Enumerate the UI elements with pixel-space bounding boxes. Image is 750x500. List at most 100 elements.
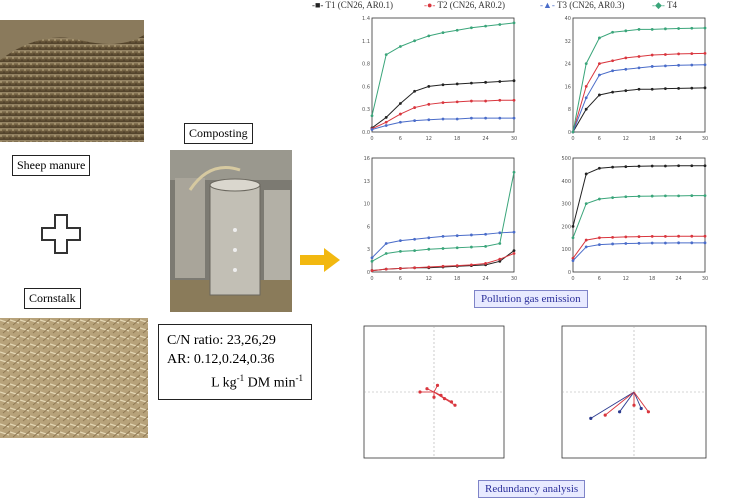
legend-item-t4: -◆- T4: [652, 0, 678, 10]
composting-label: Composting: [184, 123, 253, 144]
data-point-t3: [455, 117, 459, 121]
data-point-t2: [384, 120, 388, 124]
data-point-t2: [384, 267, 388, 271]
x-tick-label: 30: [702, 276, 708, 282]
data-point-t3: [703, 63, 707, 67]
data-point-t2: [611, 235, 614, 239]
conditions-box: C/N ratio: 23,26,29 AR: 0.12,0.24,0.36 L…: [158, 324, 312, 400]
data-point-t1: [413, 89, 416, 93]
data-point-t1: [427, 85, 431, 88]
data-point-t2: [690, 234, 694, 238]
data-point-t1: [637, 87, 641, 91]
y-tick-label: 16: [565, 84, 571, 90]
data-point-t1: [441, 83, 445, 87]
y-tick-label: 0: [568, 270, 571, 276]
data-point-t4: [690, 26, 694, 30]
data-point-t2: [637, 235, 641, 239]
data-point-t4: [690, 194, 694, 198]
data-point-t4: [370, 259, 374, 263]
data-point-t1: [598, 166, 601, 170]
data-point-t2: [650, 235, 654, 238]
y-tick-label: 40: [565, 16, 571, 22]
rda-plot-1: [363, 325, 505, 459]
data-point-t1: [571, 225, 575, 228]
data-point-t3: [677, 63, 680, 67]
y-tick-label: 32: [565, 39, 571, 45]
data-point-t1: [650, 87, 654, 91]
data-point-t2: [690, 52, 694, 56]
y-tick-label: 16: [364, 156, 370, 162]
data-point-t4: [455, 246, 459, 250]
x-tick-label: 18: [649, 136, 655, 142]
data-point-t4: [703, 26, 707, 30]
data-point-t3: [637, 66, 641, 70]
data-point-t1: [498, 80, 502, 83]
y-tick-label: 1.4: [362, 16, 370, 22]
y-tick-label: 8: [568, 107, 571, 113]
line-chart-4: 00 6 100 12 200 18 300 24 400 30 500: [561, 156, 708, 282]
rda-point: [432, 395, 436, 399]
data-point-t2: [512, 252, 516, 255]
data-point-t3: [584, 245, 588, 249]
y-tick-label: 0.0: [362, 130, 370, 136]
x-tick-label: 0: [571, 276, 574, 282]
data-point-t4: [512, 21, 516, 25]
data-point-t3: [584, 96, 588, 100]
data-point-t2: [624, 235, 628, 239]
data-point-t1: [664, 164, 667, 168]
unit-sup-2: -1: [295, 373, 304, 383]
data-point-t4: [664, 27, 667, 31]
data-point-t2: [611, 59, 614, 63]
x-tick-label: 30: [511, 136, 517, 142]
unit-sup-1: -1: [236, 373, 245, 383]
data-point-t2: [703, 51, 707, 55]
data-point-t3: [370, 128, 374, 131]
rda-vector: [633, 391, 649, 413]
data-point-t3: [637, 241, 641, 245]
plot-frame: [371, 17, 515, 133]
data-point-t1: [399, 102, 402, 105]
data-point-t2: [484, 262, 487, 265]
data-point-t4: [384, 252, 388, 255]
data-point-t1: [637, 164, 641, 168]
line-chart-2: 00 6 8 12 16 18 24 24 32 30 40: [565, 16, 709, 142]
x-tick-label: 30: [702, 136, 708, 142]
data-point-t1: [598, 93, 601, 97]
data-point-t2: [703, 234, 707, 238]
legend: -■- T1 (CN26, AR0.1) -●- T2 (CN26, AR0.2…: [308, 0, 750, 12]
data-point-t4: [427, 247, 431, 251]
y-tick-label: 500: [561, 156, 571, 162]
data-point-t1: [677, 164, 680, 168]
line-chart-3: 00 6 3 12 6 18 10 24 13 30 16: [364, 156, 518, 282]
x-tick-label: 0: [370, 136, 373, 142]
data-point-t1: [455, 82, 459, 86]
data-point-t4: [498, 23, 502, 26]
data-point-t2: [470, 263, 473, 267]
data-point-t3: [384, 124, 388, 127]
data-point-t2: [664, 235, 667, 238]
data-point-t1: [624, 89, 628, 93]
x-tick-label: 24: [675, 276, 681, 282]
data-point-t4: [571, 130, 575, 134]
plot-frame: [572, 17, 706, 133]
data-point-t4: [384, 53, 388, 57]
rda-vector: [433, 391, 452, 403]
data-point-t3: [611, 242, 614, 246]
data-point-t1: [690, 164, 694, 168]
data-point-t4: [427, 34, 431, 38]
data-point-t2: [677, 52, 680, 56]
data-point-t1: [512, 79, 516, 83]
data-point-t3: [611, 69, 614, 73]
data-point-t3: [512, 230, 516, 234]
y-tick-label: 24: [565, 62, 571, 68]
data-point-t3: [427, 118, 431, 122]
data-point-t4: [624, 195, 628, 199]
pollution-gas-caption: Pollution gas emission: [474, 290, 588, 308]
x-tick-label: 18: [454, 276, 460, 282]
data-point-t3: [677, 241, 680, 245]
data-point-t4: [664, 194, 667, 198]
y-tick-label: 200: [561, 224, 571, 230]
x-tick-label: 12: [623, 136, 629, 142]
aeration-rate-text: AR: 0.12,0.24,0.36: [167, 352, 275, 367]
x-tick-label: 6: [399, 276, 402, 282]
